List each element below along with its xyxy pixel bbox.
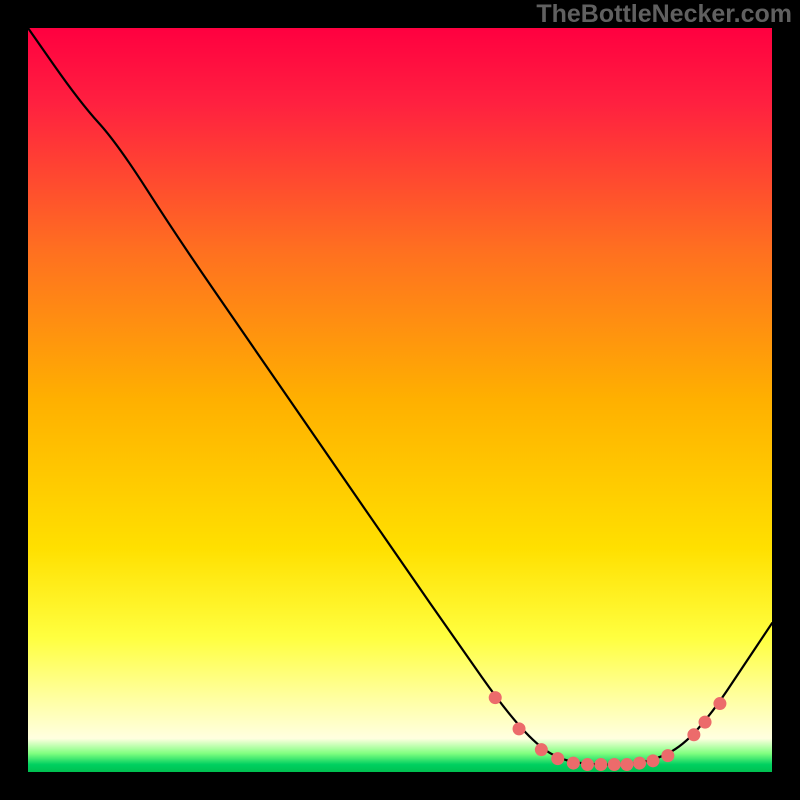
gradient-background (28, 28, 772, 772)
curve-marker (513, 722, 526, 735)
curve-marker (646, 754, 659, 767)
attribution-label: TheBottleNecker.com (536, 0, 792, 29)
curve-marker (535, 743, 548, 756)
curve-marker (661, 749, 674, 762)
curve-marker (594, 758, 607, 771)
curve-marker (687, 728, 700, 741)
curve-marker (489, 691, 502, 704)
curve-marker (551, 752, 564, 765)
curve-marker (699, 716, 712, 729)
curve-marker (567, 757, 580, 770)
curve-marker (581, 758, 594, 771)
curve-marker (620, 758, 633, 771)
chart-container: { "attribution": { "text": "TheBottleNec… (0, 0, 800, 800)
curve-marker (713, 697, 726, 710)
bottleneck-curve-plot (28, 28, 772, 772)
curve-marker (608, 758, 621, 771)
curve-marker (633, 757, 646, 770)
